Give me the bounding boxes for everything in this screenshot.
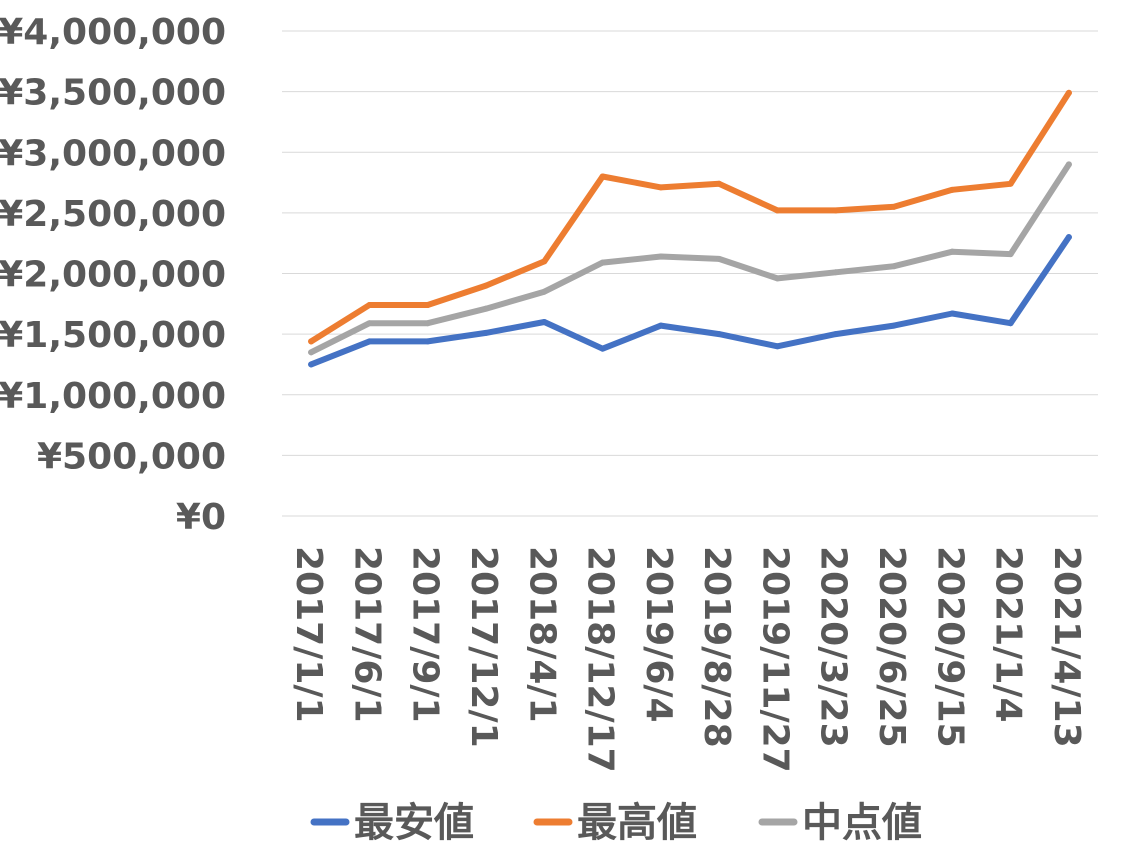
data-point	[1007, 180, 1014, 187]
data-point	[599, 345, 606, 352]
data-point	[832, 331, 839, 338]
data-point	[366, 302, 373, 309]
legend-label: 最安値	[354, 800, 474, 846]
x-tick-label: 2018/12/17	[580, 546, 621, 773]
data-point	[599, 173, 606, 180]
data-point	[483, 305, 489, 312]
data-point	[716, 255, 723, 262]
legend-label: 中点値	[802, 800, 922, 846]
x-tick-label: 2021/1/4	[988, 546, 1029, 723]
x-axis-tick-labels: 2017/1/1 2017/6/1 2017/9/1 2017/12/1 2018/4/…	[288, 546, 1087, 773]
data-point	[716, 180, 723, 187]
series-line	[308, 161, 1072, 356]
x-tick-label: 2017/6/1	[346, 546, 387, 723]
data-point	[366, 338, 373, 345]
data-point	[774, 275, 781, 282]
data-point	[1007, 320, 1014, 327]
series-2	[308, 89, 1072, 345]
data-point	[657, 322, 664, 329]
y-tick-label: ¥0	[176, 497, 226, 538]
x-tick-label: 2019/6/4	[638, 546, 679, 723]
y-tick-label: ¥4,000,000	[0, 12, 226, 53]
y-tick-label: ¥2,500,000	[0, 194, 226, 235]
data-point	[424, 338, 431, 345]
y-tick-label: ¥3,000,000	[0, 133, 226, 174]
series-1	[308, 234, 1072, 368]
y-tick-label: ¥2,000,000	[0, 255, 226, 296]
data-point	[832, 269, 839, 276]
x-tick-label: 2018/4/1	[521, 546, 562, 723]
y-tick-label: ¥1,500,000	[0, 315, 226, 356]
data-point	[774, 343, 781, 350]
data-point	[657, 184, 664, 191]
x-tick-label: 2021/4/13	[1046, 546, 1087, 748]
data-point	[1065, 161, 1072, 168]
series-line	[308, 234, 1072, 368]
data-point	[424, 320, 431, 327]
data-point	[657, 253, 664, 260]
data-point	[832, 207, 839, 214]
data-point	[1065, 234, 1072, 241]
data-point	[949, 186, 956, 193]
data-point	[949, 248, 956, 255]
series-line	[308, 89, 1072, 345]
x-tick-label: 2020/9/15	[929, 546, 970, 748]
x-tick-label: 2017/1/1	[288, 546, 329, 723]
y-tick-label: ¥1,000,000	[0, 376, 226, 417]
series-lines	[308, 89, 1072, 368]
data-point	[891, 322, 897, 329]
x-tick-label: 2017/12/1	[463, 546, 504, 748]
data-point	[949, 310, 956, 317]
data-point	[541, 288, 548, 295]
data-point	[599, 259, 606, 266]
data-point	[483, 282, 489, 289]
data-point	[424, 302, 431, 309]
data-point	[541, 258, 548, 265]
data-point	[891, 203, 897, 210]
legend-label: 最高値	[577, 800, 697, 846]
data-point	[1007, 251, 1014, 258]
y-axis-tick-labels: ¥0 ¥500,000 ¥1,000,000 ¥1,500,000 ¥2,000,000…	[0, 12, 226, 538]
gridlines	[282, 30, 1098, 517]
data-point	[308, 349, 315, 356]
data-point	[716, 331, 723, 338]
data-point	[308, 338, 315, 345]
data-point	[1065, 89, 1072, 96]
y-tick-label: ¥3,500,000	[0, 73, 226, 114]
y-tick-label: ¥500,000	[37, 436, 226, 477]
data-point	[366, 320, 373, 327]
x-tick-label: 2017/9/1	[405, 546, 446, 723]
data-point	[891, 263, 897, 270]
data-point	[774, 207, 781, 214]
data-point	[541, 319, 548, 325]
data-point	[308, 361, 315, 368]
legend: 最安値 最高値 中点値	[310, 800, 922, 846]
series-3	[308, 161, 1072, 356]
x-tick-label: 2020/6/25	[871, 546, 912, 748]
x-tick-label: 2019/8/28	[696, 546, 737, 748]
x-tick-label: 2019/11/27	[754, 546, 795, 773]
x-tick-label: 2020/3/23	[813, 546, 854, 748]
data-point	[483, 329, 489, 336]
